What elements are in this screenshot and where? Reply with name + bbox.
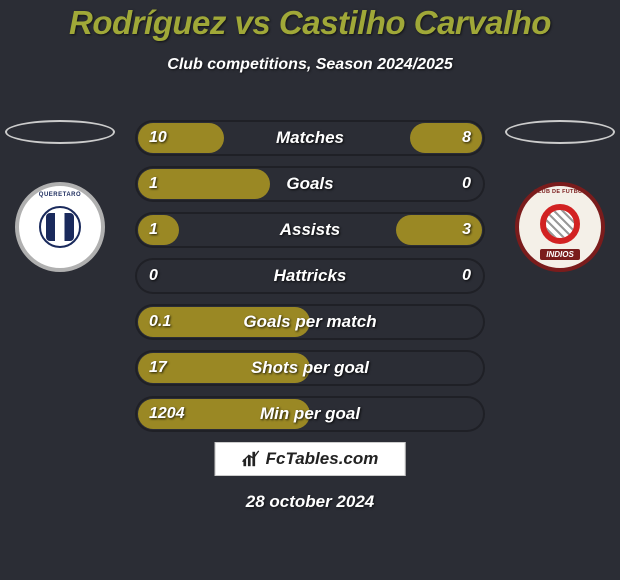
stats-bars: 10Matches81Goals01Assists30Hattricks00.1… [135, 120, 485, 442]
stat-label: Goals per match [135, 312, 485, 332]
stat-row: 10Matches8 [135, 120, 485, 156]
stat-right-value: 3 [462, 221, 471, 239]
stat-label: Goals [135, 174, 485, 194]
right-badge-arc-text: CLUB DE FUTBOL [534, 189, 586, 195]
right-badge-bottom-text: INDIOS [540, 249, 580, 260]
page-subtitle: Club competitions, Season 2024/2025 [0, 56, 620, 74]
footer-brand-box: FcTables.com [215, 442, 406, 476]
left-player-photo-ellipse [5, 120, 115, 144]
stat-row: 1Goals0 [135, 166, 485, 202]
stat-right-value: 0 [462, 267, 471, 285]
stat-right-value: 8 [462, 129, 471, 147]
stat-label: Min per goal [135, 404, 485, 424]
stat-row: 0.1Goals per match [135, 304, 485, 340]
right-badge-ball [540, 204, 580, 244]
chart-icon [242, 450, 260, 468]
stat-row: 0Hattricks0 [135, 258, 485, 294]
stat-right-value: 0 [462, 175, 471, 193]
stat-label: Assists [135, 220, 485, 240]
stat-row: 1Assists3 [135, 212, 485, 248]
stat-row: 17Shots per goal [135, 350, 485, 386]
right-player-photo-ellipse [505, 120, 615, 144]
stat-row: 1204Min per goal [135, 396, 485, 432]
stat-label: Hattricks [135, 266, 485, 286]
stat-label: Shots per goal [135, 358, 485, 378]
left-team-column: QUERETARO [0, 120, 120, 272]
page-title: Rodríguez vs Castilho Carvalho [0, 0, 620, 42]
left-badge-text: QUERETARO [39, 192, 81, 198]
stat-label: Matches [135, 128, 485, 148]
footer-brand-text: FcTables.com [266, 449, 379, 469]
right-team-column: CLUB DE FUTBOL INDIOS [500, 120, 620, 272]
left-badge-ball-pattern [46, 213, 74, 241]
right-team-badge: CLUB DE FUTBOL INDIOS [515, 182, 605, 272]
left-team-badge: QUERETARO [15, 182, 105, 272]
left-badge-ball [39, 206, 81, 248]
date-label: 28 october 2024 [0, 492, 620, 512]
